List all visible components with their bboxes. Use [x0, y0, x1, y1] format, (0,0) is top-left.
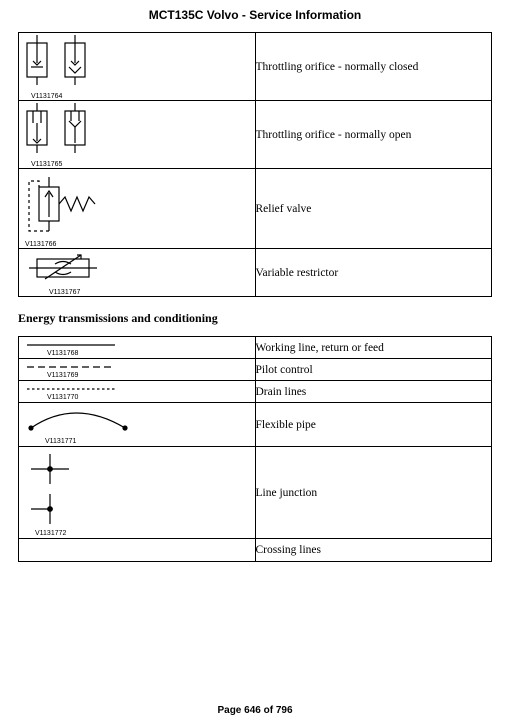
symbol-pilot-line — [25, 362, 125, 372]
symbol-label: Drain lines — [255, 381, 492, 403]
symbol-caption: V1131771 — [45, 438, 249, 445]
symbol-label: Pilot control — [255, 359, 492, 381]
symbol-relief-valve — [19, 169, 139, 239]
page: MCT135C Volvo - Service Information — [0, 0, 510, 722]
symbol-working-line — [25, 340, 125, 350]
table-row: V1131768 Working line, return or feed — [19, 337, 492, 359]
table-row: V1131766 Relief valve — [19, 169, 492, 249]
symbol-throttle-open — [19, 101, 139, 159]
table-row: V1131764 Throttling orifice - normally c… — [19, 33, 492, 101]
symbol-label: Working line, return or feed — [255, 337, 492, 359]
symbols-table-1: V1131764 Throttling orifice - normally c… — [18, 32, 492, 297]
table-row: V1131772 Line junction — [19, 447, 492, 539]
symbol-throttle-closed — [19, 33, 139, 91]
symbol-drain-line — [25, 384, 125, 394]
symbol-line-junction — [25, 450, 125, 528]
symbol-label: Line junction — [255, 447, 492, 539]
symbol-flexible-pipe — [25, 406, 135, 436]
symbol-label: Flexible pipe — [255, 403, 492, 447]
symbols-table-2: V1131768 Working line, return or feed V1… — [18, 336, 492, 562]
table-row: Crossing lines — [19, 539, 492, 562]
page-footer: Page 646 of 796 — [0, 705, 510, 716]
symbol-caption: V1131768 — [47, 350, 249, 357]
symbol-caption: V1131769 — [47, 372, 249, 379]
symbol-label: Throttling orifice - normally closed — [255, 33, 492, 101]
symbol-caption: V1131767 — [49, 289, 255, 296]
table-row: V1131771 Flexible pipe — [19, 403, 492, 447]
symbol-label: Crossing lines — [255, 539, 492, 562]
table-row: V1131770 Drain lines — [19, 381, 492, 403]
symbol-caption: V1131772 — [35, 530, 249, 537]
symbol-variable-restrictor — [19, 249, 139, 287]
symbol-caption: V1131766 — [25, 241, 255, 248]
symbol-caption: V1131765 — [31, 161, 255, 168]
symbol-caption: V1131770 — [47, 394, 249, 401]
section-title: Energy transmissions and conditioning — [18, 311, 492, 326]
page-title: MCT135C Volvo - Service Information — [18, 8, 492, 22]
symbol-caption: V1131764 — [31, 93, 255, 100]
table-row: V1131767 Variable restrictor — [19, 249, 492, 297]
symbol-label: Throttling orifice - normally open — [255, 101, 492, 169]
table-row: V1131765 Throttling orifice - normally o… — [19, 101, 492, 169]
symbol-label: Relief valve — [255, 169, 492, 249]
symbol-label: Variable restrictor — [255, 249, 492, 297]
table-row: V1131769 Pilot control — [19, 359, 492, 381]
